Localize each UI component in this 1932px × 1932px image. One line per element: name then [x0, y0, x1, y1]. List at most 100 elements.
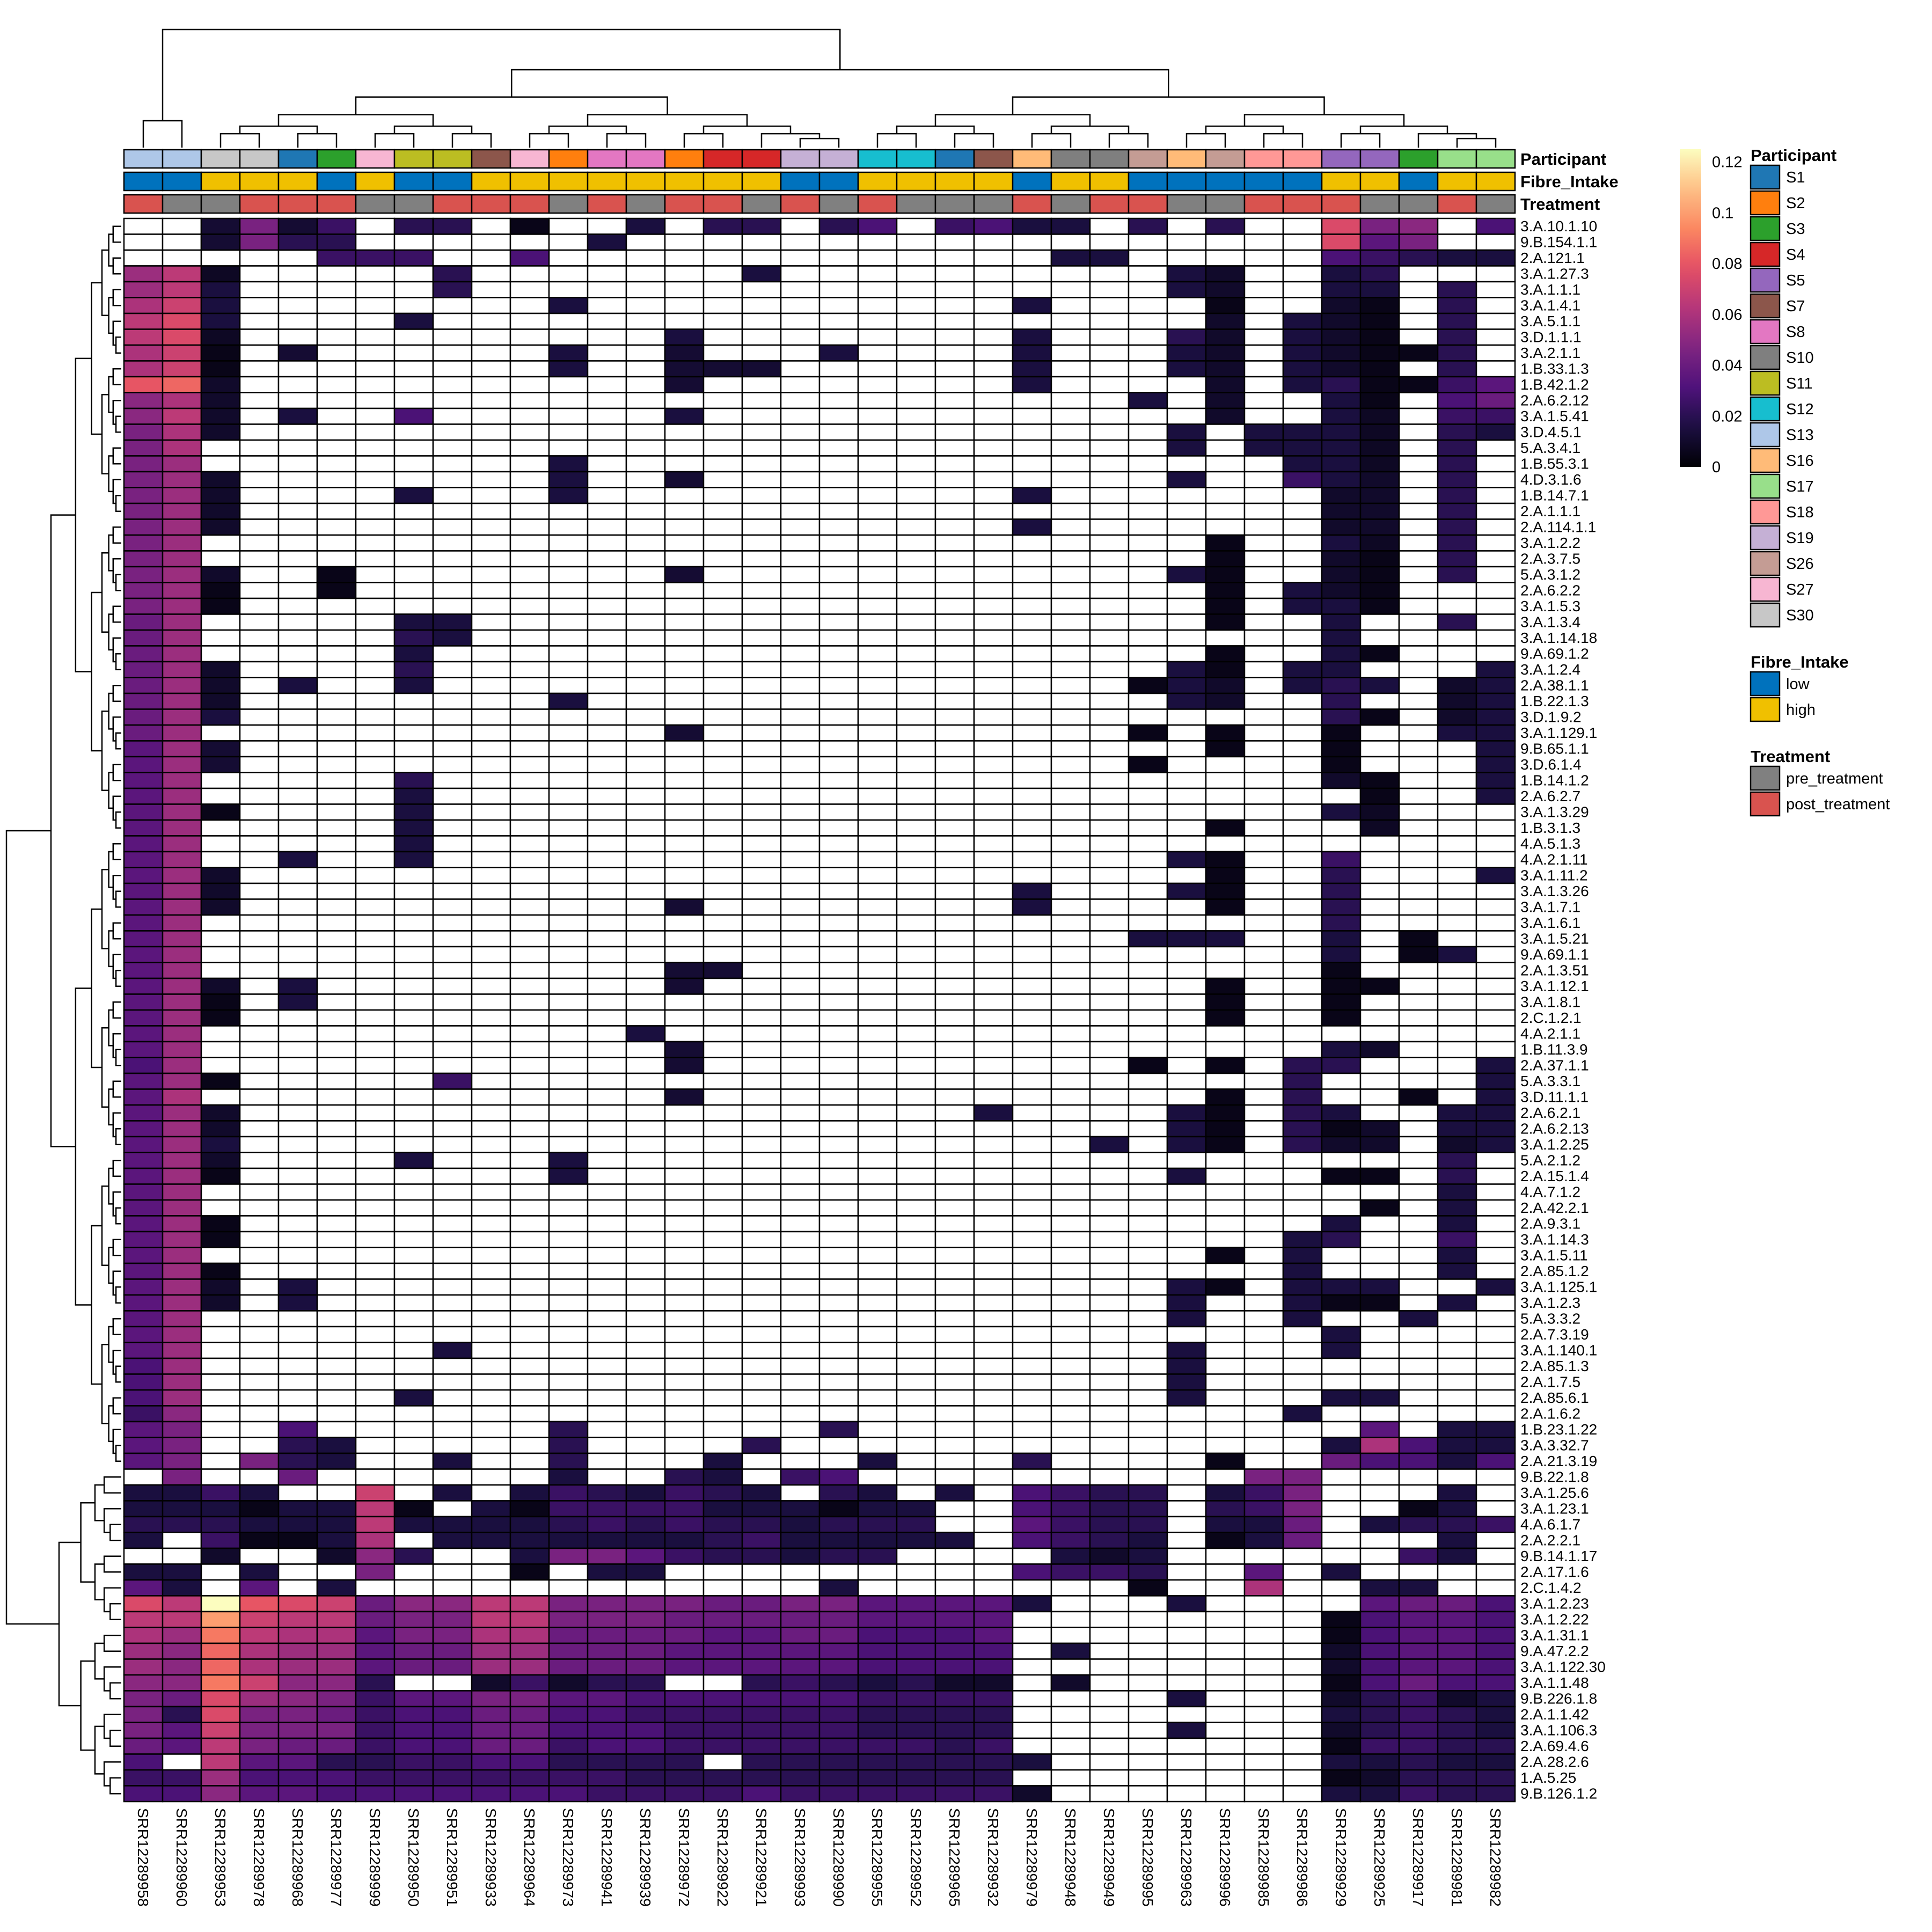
heatmap-cell — [1166, 1231, 1207, 1248]
heatmap-cell — [1089, 1547, 1130, 1565]
heatmap-cell — [702, 677, 743, 694]
heatmap-cell — [857, 1500, 898, 1518]
heatmap-cell — [1437, 1167, 1477, 1185]
heatmap-cell — [277, 645, 318, 663]
heatmap-cell — [857, 962, 898, 979]
heatmap-cell — [741, 1500, 782, 1518]
heatmap-cell — [1243, 1389, 1284, 1407]
dendrogram-branch — [112, 1350, 121, 1375]
heatmap-cell — [896, 392, 936, 409]
heatmap-cell — [741, 1595, 782, 1613]
heatmap-cell — [1128, 724, 1168, 742]
heatmap-cell — [587, 1437, 627, 1454]
heatmap-cell — [162, 550, 202, 568]
heatmap-cell — [277, 946, 318, 963]
heatmap-cell — [355, 360, 396, 378]
heatmap-cell — [1321, 328, 1362, 346]
column-label: SRR12289929 — [1333, 1808, 1349, 1907]
heatmap-cell — [1012, 407, 1052, 425]
heatmap-cell — [1243, 392, 1284, 409]
heatmap-cell — [1205, 819, 1246, 837]
heatmap-cell — [1282, 772, 1323, 789]
heatmap-cell — [741, 423, 782, 441]
heatmap-cell — [239, 487, 280, 504]
heatmap-cell — [1128, 392, 1168, 409]
heatmap-cell — [162, 376, 202, 393]
heatmap-cell — [432, 471, 473, 488]
heatmap-cell — [1089, 835, 1130, 853]
dendrogram-branch — [91, 908, 103, 1069]
heatmap-cell — [239, 518, 280, 536]
heatmap-cell — [1205, 882, 1246, 900]
heatmap-cell — [1475, 1737, 1516, 1755]
dendrogram-branch — [75, 357, 92, 672]
heatmap-cell — [1243, 1310, 1284, 1328]
heatmap-cell — [1398, 1579, 1439, 1597]
heatmap-cell — [393, 724, 434, 742]
heatmap-cell — [509, 851, 550, 868]
heatmap-cell — [741, 1231, 782, 1248]
heatmap-cell — [1166, 297, 1207, 314]
heatmap-cell — [934, 1057, 975, 1074]
heatmap-cell — [625, 487, 666, 504]
heatmap-cell — [857, 1706, 898, 1723]
heatmap-cell — [432, 1674, 473, 1692]
heatmap-cell — [1205, 597, 1246, 615]
heatmap-cell — [1243, 1009, 1284, 1027]
heatmap-cell — [123, 407, 164, 425]
row-label: 4.A.7.1.2 — [1520, 1183, 1580, 1200]
heatmap-cell — [548, 439, 589, 457]
heatmap-cell — [432, 1389, 473, 1407]
legend-item-label: S19 — [1786, 530, 1814, 547]
heatmap-cell — [1050, 281, 1091, 298]
heatmap-cell — [1166, 1690, 1207, 1708]
heatmap-cell — [664, 249, 705, 267]
heatmap-cell — [1089, 1231, 1130, 1248]
heatmap-cell — [1321, 1247, 1362, 1264]
heatmap-cell — [471, 566, 511, 583]
heatmap-cell — [625, 977, 666, 995]
heatmap-cell — [934, 1025, 975, 1043]
heatmap-cell — [1321, 392, 1362, 409]
heatmap-cell — [587, 1737, 627, 1755]
heatmap-cell — [857, 1547, 898, 1565]
heatmap-cell — [857, 471, 898, 488]
annotation-cell — [1166, 194, 1207, 214]
heatmap-cell — [896, 1452, 936, 1470]
heatmap-cell — [239, 534, 280, 552]
heatmap-cell — [432, 1452, 473, 1470]
heatmap-cell — [123, 297, 164, 314]
heatmap-cell — [934, 740, 975, 758]
heatmap-cell — [277, 1247, 318, 1264]
heatmap-cell — [625, 1532, 666, 1549]
heatmap-cell — [123, 455, 164, 473]
heatmap-cell — [393, 1421, 434, 1438]
heatmap-cell — [355, 392, 396, 409]
heatmap-cell — [1475, 1373, 1516, 1391]
heatmap-cell — [200, 1690, 241, 1708]
heatmap-cell — [1128, 502, 1168, 520]
heatmap-cell — [316, 977, 357, 995]
heatmap-cell — [625, 217, 666, 235]
heatmap-cell — [1437, 1753, 1477, 1771]
heatmap-cell — [1012, 1579, 1052, 1597]
heatmap-cell — [1359, 1120, 1400, 1138]
heatmap-cell — [702, 613, 743, 631]
heatmap-cell — [509, 534, 550, 552]
heatmap-cell — [277, 297, 318, 314]
row-label: 3.A.1.7.1 — [1520, 898, 1580, 915]
heatmap-cell — [1437, 407, 1477, 425]
heatmap-cell — [973, 1104, 1014, 1122]
heatmap-cell — [1321, 534, 1362, 552]
heatmap-cell — [741, 1579, 782, 1597]
heatmap-cell — [780, 1262, 821, 1280]
heatmap-cell — [123, 1262, 164, 1280]
heatmap-cell — [393, 407, 434, 425]
heatmap-cell — [277, 360, 318, 378]
heatmap-cell — [1437, 1690, 1477, 1708]
heatmap-cell — [780, 1278, 821, 1296]
heatmap-cell — [1437, 1627, 1477, 1644]
heatmap-cell — [818, 1452, 859, 1470]
heatmap-cell — [857, 1262, 898, 1280]
